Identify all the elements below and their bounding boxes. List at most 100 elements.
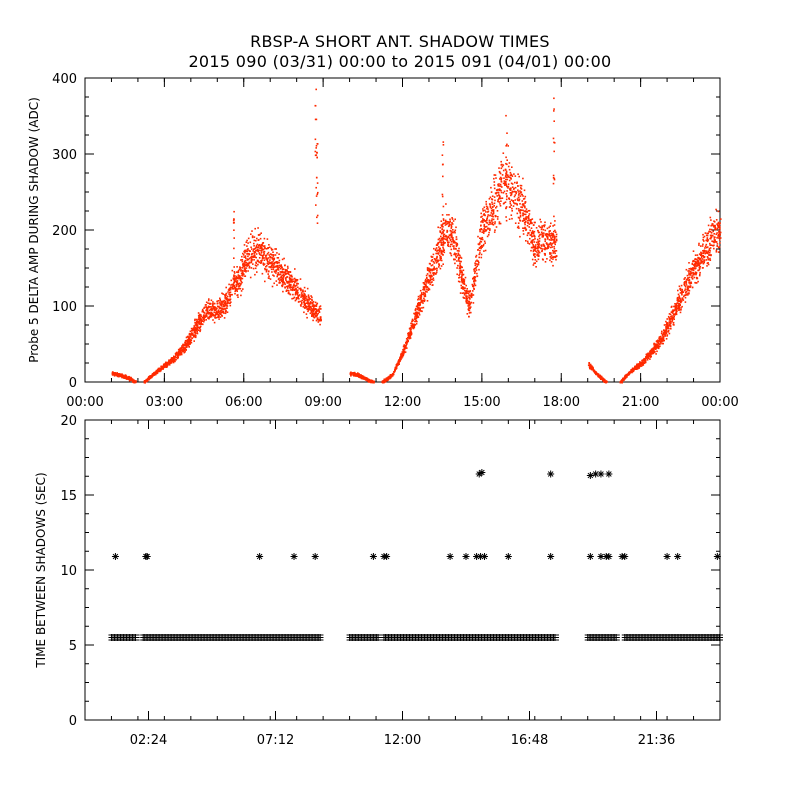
- data-point: [245, 270, 247, 273]
- data-point: [272, 255, 275, 257]
- data-point: [186, 341, 189, 344]
- data-point: [287, 292, 290, 295]
- data-point: [362, 375, 365, 378]
- data-point: [214, 314, 216, 317]
- data-point: [300, 292, 303, 294]
- data-point: [708, 252, 711, 254]
- data-point: [531, 235, 533, 238]
- data-point: [194, 331, 196, 333]
- data-point: [244, 255, 247, 257]
- data-point: [111, 374, 114, 376]
- data-point: [475, 263, 478, 265]
- data-point: [450, 252, 452, 255]
- data-point: [494, 221, 496, 223]
- data-point: [459, 273, 461, 275]
- data-point: [313, 313, 316, 316]
- data-point: [205, 308, 208, 311]
- data-point: [456, 242, 458, 245]
- data-point: [387, 379, 390, 381]
- data-point: [534, 221, 536, 224]
- data-point: [533, 230, 536, 233]
- data-point: [714, 241, 717, 243]
- data-point: [226, 299, 229, 302]
- data-point: [303, 303, 306, 305]
- data-point: [114, 372, 116, 374]
- data-point: [660, 339, 663, 342]
- data-point: [534, 244, 537, 246]
- data-point: [306, 300, 309, 302]
- data-point: [463, 297, 465, 299]
- data-point: [240, 270, 242, 272]
- data-point: [185, 349, 187, 351]
- data-point: [495, 207, 497, 209]
- data-point: [416, 312, 418, 315]
- data-point: [240, 282, 242, 285]
- data-point: [491, 215, 493, 217]
- data-point: [219, 312, 221, 314]
- data-point: [670, 306, 673, 308]
- data-point: [453, 253, 455, 256]
- data-point: [190, 332, 192, 335]
- data-point: [115, 372, 117, 375]
- data-point: [428, 267, 430, 270]
- data-point: [482, 245, 485, 247]
- data-point: [398, 363, 400, 365]
- data-point: [192, 327, 195, 330]
- data-point: [478, 256, 480, 259]
- data-point: [655, 348, 657, 350]
- data-point: [214, 316, 216, 319]
- data-point: [256, 271, 258, 273]
- data-point: [223, 305, 225, 307]
- data-point: [280, 271, 282, 274]
- data-point: [519, 195, 522, 197]
- data-point: [465, 300, 467, 303]
- data-point: [511, 175, 514, 177]
- data-point: [224, 307, 226, 310]
- data-point: [510, 182, 513, 185]
- data-point: [244, 264, 247, 267]
- data-point: [714, 225, 716, 228]
- data-point: [297, 296, 299, 298]
- data-point: [160, 365, 162, 368]
- data-point: [671, 315, 673, 317]
- data-point: [257, 263, 259, 266]
- data-point: [709, 244, 711, 246]
- data-point: [502, 192, 505, 194]
- data-point: [316, 318, 319, 320]
- data-point: [284, 264, 286, 267]
- data-point: [369, 381, 372, 383]
- data-point: [604, 381, 607, 383]
- data-point: [415, 307, 417, 310]
- data-point: [508, 218, 511, 220]
- data-point: [184, 347, 187, 349]
- data-point: [400, 353, 402, 356]
- data-point: [460, 270, 463, 272]
- data-point: [549, 253, 551, 255]
- data-point: [435, 271, 438, 274]
- data-point: [360, 374, 362, 376]
- data-point: [438, 252, 440, 254]
- data-point: [483, 227, 485, 230]
- data-point: [589, 368, 592, 370]
- data-point: [713, 221, 716, 223]
- data-point: [522, 212, 524, 214]
- data-point: [518, 175, 520, 178]
- data-point: [438, 248, 441, 251]
- data-point: [224, 302, 226, 304]
- data-point: [419, 304, 421, 307]
- data-point: [301, 301, 303, 304]
- data-point: [276, 262, 279, 265]
- data-point: [543, 245, 545, 247]
- data-point: [526, 224, 529, 227]
- data-point: [493, 177, 495, 180]
- data-point: [266, 262, 269, 265]
- top-panel-x-tick-label: 18:00: [543, 395, 580, 410]
- data-point: [186, 343, 188, 346]
- data-point: [271, 271, 273, 273]
- data-point: [499, 222, 502, 225]
- data-point: [537, 244, 540, 247]
- data-point: [501, 174, 504, 176]
- data-point: [257, 250, 259, 253]
- data-point: [646, 356, 648, 359]
- data-point: [708, 254, 710, 256]
